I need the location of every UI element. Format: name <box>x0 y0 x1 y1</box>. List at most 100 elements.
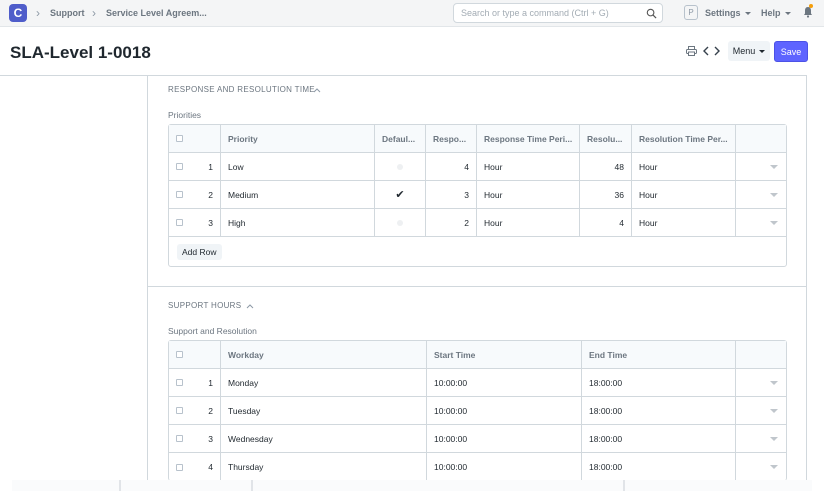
workday-cell[interactable]: Tuesday <box>221 397 427 424</box>
row-edit-cell[interactable] <box>736 397 786 424</box>
start-time-cell[interactable]: 10:00:00 <box>427 425 582 452</box>
chevron-left-icon[interactable] <box>702 46 710 56</box>
resolution-cell[interactable]: 36 <box>580 181 632 208</box>
row-index: 1 <box>208 377 213 388</box>
dropdown-caret-icon[interactable] <box>770 436 778 441</box>
resolution-period-cell[interactable]: Hour <box>632 153 736 180</box>
row-checkbox[interactable] <box>176 463 183 471</box>
response-period-cell[interactable]: Hour <box>477 181 580 208</box>
breadcrumb-service-level-agreement[interactable]: Service Level Agreem... <box>106 8 207 18</box>
dropdown-caret-icon[interactable] <box>770 164 778 169</box>
start-time-cell[interactable]: 10:00:00 <box>427 453 582 481</box>
row-select-cell: 2 <box>169 181 221 208</box>
row-checkbox[interactable] <box>176 191 183 198</box>
horizontal-scrollbar[interactable] <box>12 480 812 491</box>
row-edit-cell[interactable] <box>736 369 786 396</box>
row-checkbox[interactable] <box>176 379 183 386</box>
column-header-end-time: End Time <box>582 341 736 368</box>
row-checkbox[interactable] <box>176 407 183 414</box>
end-time-cell[interactable]: 18:00:00 <box>582 397 736 424</box>
default-cell[interactable] <box>375 209 426 236</box>
resolution-period-cell[interactable]: Hour <box>632 181 736 208</box>
select-all-checkbox[interactable] <box>176 351 183 358</box>
dropdown-caret-icon[interactable] <box>770 380 778 385</box>
avatar[interactable]: P <box>684 5 698 20</box>
column-header-response: Respo... <box>426 125 477 152</box>
end-time-cell[interactable]: 18:00:00 <box>582 425 736 452</box>
row-index: 2 <box>208 189 213 200</box>
section-heading-support-hours[interactable]: SUPPORT HOURS <box>168 301 242 310</box>
table-row[interactable]: 3 High 2 Hour 4 Hour <box>169 209 786 237</box>
workday-cell[interactable]: Monday <box>221 369 427 396</box>
response-cell[interactable]: 2 <box>426 209 477 236</box>
dropdown-caret-icon[interactable] <box>770 220 778 225</box>
priority-cell[interactable]: Medium <box>221 181 375 208</box>
section-heading-response-resolution[interactable]: RESPONSE AND RESOLUTION TIME <box>168 85 315 94</box>
resolution-cell[interactable]: 4 <box>580 209 632 236</box>
save-button[interactable]: Save <box>774 41 808 62</box>
row-checkbox[interactable] <box>176 219 183 226</box>
table-row[interactable]: 3 Wednesday 10:00:00 18:00:00 <box>169 425 786 453</box>
default-unchecked <box>397 219 403 226</box>
chevron-up-icon[interactable] <box>313 87 321 93</box>
bell-icon[interactable] <box>803 6 813 18</box>
table-row[interactable]: 2 Tuesday 10:00:00 18:00:00 <box>169 397 786 425</box>
response-cell[interactable]: 3 <box>426 181 477 208</box>
start-time-cell[interactable]: 10:00:00 <box>427 397 582 424</box>
workday-cell[interactable]: Wednesday <box>221 425 427 452</box>
caret-down-icon <box>759 49 766 53</box>
help-dropdown[interactable]: Help <box>761 8 791 18</box>
search-placeholder: Search or type a command (Ctrl + G) <box>461 8 609 18</box>
workday-cell[interactable]: Thursday <box>221 453 427 481</box>
default-cell[interactable] <box>375 153 426 180</box>
breadcrumb-support[interactable]: Support <box>50 8 85 18</box>
priority-cell[interactable]: High <box>221 209 375 236</box>
print-icon[interactable] <box>686 46 697 56</box>
table-row[interactable]: 1 Low 4 Hour 48 Hour <box>169 153 786 181</box>
chevron-up-icon[interactable] <box>246 303 254 309</box>
response-cell[interactable]: 4 <box>426 153 477 180</box>
column-header-start-time: Start Time <box>427 341 582 368</box>
checkmark-icon: ✔ <box>395 189 405 201</box>
chevron-right-icon[interactable] <box>713 46 721 56</box>
navbar: C › Support › Service Level Agreem... Se… <box>0 0 824 27</box>
end-time-cell[interactable]: 18:00:00 <box>582 453 736 481</box>
default-unchecked <box>397 163 403 170</box>
dropdown-caret-icon[interactable] <box>770 408 778 413</box>
table-row[interactable]: 4 Thursday 10:00:00 18:00:00 <box>169 453 786 481</box>
caret-down-icon <box>784 12 791 16</box>
row-edit-cell[interactable] <box>736 181 786 208</box>
row-edit-cell[interactable] <box>736 453 786 481</box>
caret-down-icon <box>744 12 751 16</box>
table-row[interactable]: 2 Medium ✔ 3 Hour 36 Hour <box>169 181 786 209</box>
settings-label: Settings <box>705 8 741 18</box>
start-time-cell[interactable]: 10:00:00 <box>427 369 582 396</box>
dropdown-caret-icon[interactable] <box>770 465 778 469</box>
response-period-cell[interactable]: Hour <box>477 153 580 180</box>
table-footer: Add Row <box>169 237 786 266</box>
search-input[interactable]: Search or type a command (Ctrl + G) <box>453 3 663 23</box>
row-edit-cell[interactable] <box>736 209 786 236</box>
select-all-checkbox[interactable] <box>176 135 183 142</box>
table-row[interactable]: 1 Monday 10:00:00 18:00:00 <box>169 369 786 397</box>
row-edit-cell[interactable] <box>736 153 786 180</box>
help-label: Help <box>761 8 781 18</box>
default-cell[interactable]: ✔ <box>375 181 426 208</box>
row-index: 2 <box>208 405 213 416</box>
row-checkbox[interactable] <box>176 435 183 442</box>
resolution-cell[interactable]: 48 <box>580 153 632 180</box>
response-period-cell[interactable]: Hour <box>477 209 580 236</box>
row-index: 4 <box>208 462 213 472</box>
add-row-button[interactable]: Add Row <box>177 244 222 260</box>
menu-button[interactable]: Menu <box>728 41 770 61</box>
dropdown-caret-icon[interactable] <box>770 192 778 197</box>
settings-dropdown[interactable]: Settings <box>705 8 751 18</box>
row-edit-cell[interactable] <box>736 425 786 452</box>
end-time-cell[interactable]: 18:00:00 <box>582 369 736 396</box>
column-header-priority: Priority <box>221 125 375 152</box>
priority-cell[interactable]: Low <box>221 153 375 180</box>
app-logo[interactable]: C <box>9 4 27 22</box>
resolution-period-cell[interactable]: Hour <box>632 209 736 236</box>
row-checkbox[interactable] <box>176 163 183 170</box>
search-icon[interactable] <box>646 8 657 19</box>
